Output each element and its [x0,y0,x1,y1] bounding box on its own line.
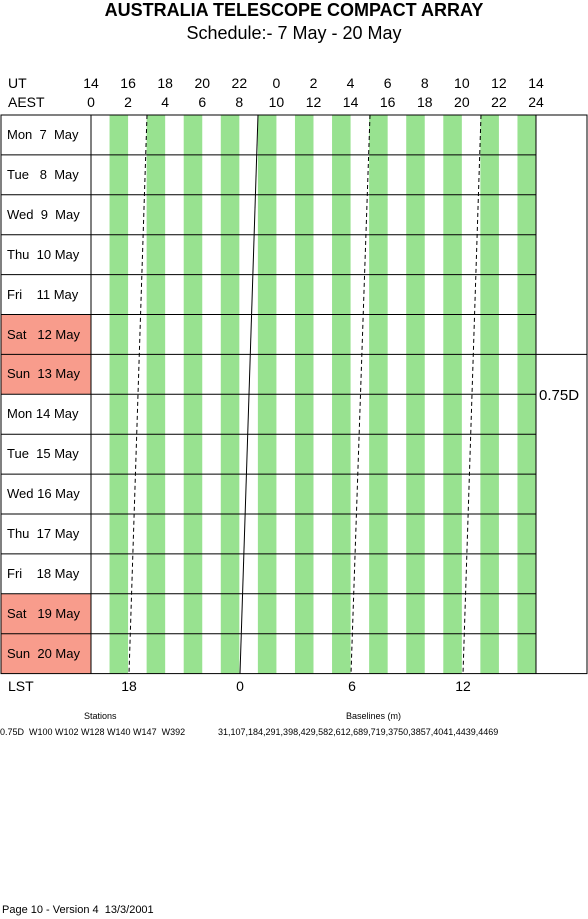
day-label: Tue 8 May [7,166,79,182]
ut-tick-label: 18 [157,75,173,91]
aest-tick-label: 18 [416,94,433,110]
page-title: AUSTRALIA TELESCOPE COMPACT ARRAY [104,0,484,20]
ut-tick-label: 6 [383,75,392,91]
array-configuration-label: 0.75D [539,387,580,404]
ut-tick-label: 16 [120,75,136,91]
ut-tick-label: 4 [346,75,355,91]
day-label: Sat 12 May [7,326,80,342]
lst-tick-label: 18 [121,678,137,694]
day-label: Wed 9 May [7,206,80,222]
day-label: Wed 16 May [7,486,80,502]
baselines-heading: Baselines (m) [346,711,402,721]
day-label: Fri 18 May [7,565,80,581]
lst-0-line [239,114,259,674]
ut-axis-label: UT [8,75,27,91]
lst-12-line [462,114,482,674]
day-label: Tue 15 May [7,446,79,462]
lst-axis-label: LST [8,678,34,694]
aest-tick-label: 8 [235,94,244,110]
lst-tick-label: 6 [348,678,356,694]
stations-heading: Stations [84,711,117,721]
aest-tick-label: 12 [305,94,322,110]
baselines-value: 31,107,184,291,398,429,582,612,689,719,3… [218,727,499,737]
ut-tick-label: 2 [309,75,318,91]
aest-tick-label: 10 [268,94,285,110]
aest-tick-label: 2 [124,94,132,110]
aest-tick-label: 4 [161,94,170,110]
ut-tick-label: 14 [528,75,544,91]
lst-6-line [350,114,371,674]
ut-tick-label: 0 [272,75,281,91]
weekend-cell [1,354,91,395]
weekend-cell [1,633,91,674]
aest-tick-label: 0 [87,94,95,110]
aest-tick-label: 20 [454,94,470,110]
day-label: Sun 20 May [7,645,80,661]
day-label: Fri 11 May [7,286,79,302]
lst-18-line [128,114,148,674]
ut-tick-label: 12 [491,75,507,91]
ut-tick-label: 20 [194,75,211,91]
aest-tick-label: 6 [198,94,207,110]
ut-tick-label: 10 [454,75,470,91]
aest-tick-label: 22 [491,94,507,110]
weekend-cell [1,314,91,355]
day-label: Thu 10 May [7,246,80,262]
day-label: Sun 13 May [7,366,80,382]
day-label: Mon 14 May [7,406,79,422]
stations-value: 0.75D W100 W102 W128 W140 W147 W392 [0,727,186,737]
weekend-cell [1,593,91,634]
lst-tick-label: 0 [236,678,244,694]
page-footer: Page 10 - Version 4 13/3/2001 [2,904,154,916]
ut-tick-label: 8 [420,75,429,91]
day-label: Thu 17 May [7,526,80,541]
schedule-subtitle: Schedule:- 7 May - 20 May [186,23,402,43]
aest-axis-label: AEST [8,94,45,110]
day-label: Mon 7 May [7,127,79,142]
ut-tick-label: 14 [83,75,99,91]
ut-tick-label: 22 [231,75,248,91]
aest-tick-label: 14 [342,94,359,110]
lst-tick-label: 12 [455,678,471,694]
aest-tick-label: 16 [379,94,396,110]
aest-tick-label: 24 [528,94,544,110]
day-label: Sat 19 May [7,605,80,621]
